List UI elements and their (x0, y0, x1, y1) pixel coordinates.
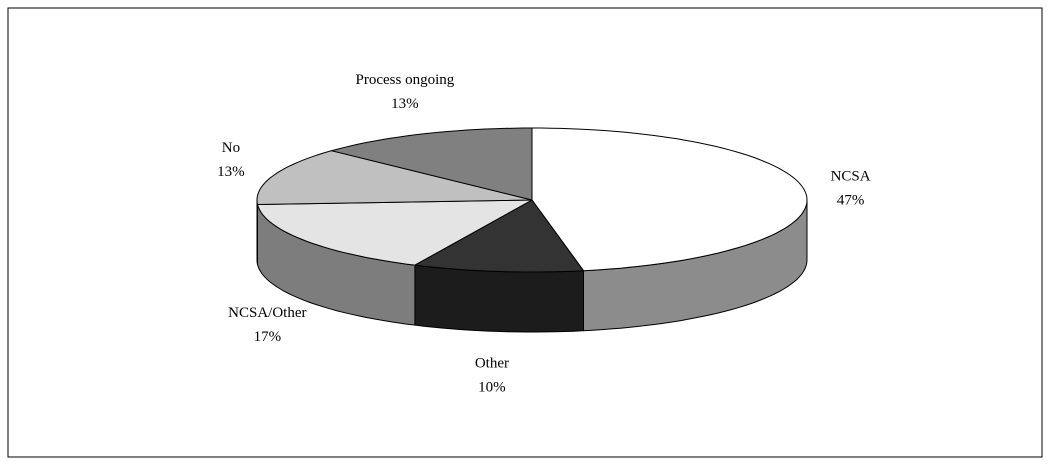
category-label: No (222, 140, 240, 156)
slice (413, 199, 585, 273)
slice (256, 150, 533, 206)
category-label: NCSA/Other (228, 305, 306, 321)
slice-side (414, 264, 584, 333)
category-label: Process ongoing (356, 72, 455, 88)
category-label: NCSA (831, 168, 871, 184)
category-label: Other (475, 356, 509, 372)
slice-side (256, 199, 258, 265)
value-label: 17% (254, 329, 282, 345)
slice (331, 127, 533, 201)
slice (531, 127, 808, 272)
value-label: 13% (391, 96, 419, 112)
value-label: 47% (837, 192, 865, 208)
value-label: 10% (478, 380, 506, 396)
slice (256, 199, 533, 266)
value-label: 13% (217, 164, 245, 180)
